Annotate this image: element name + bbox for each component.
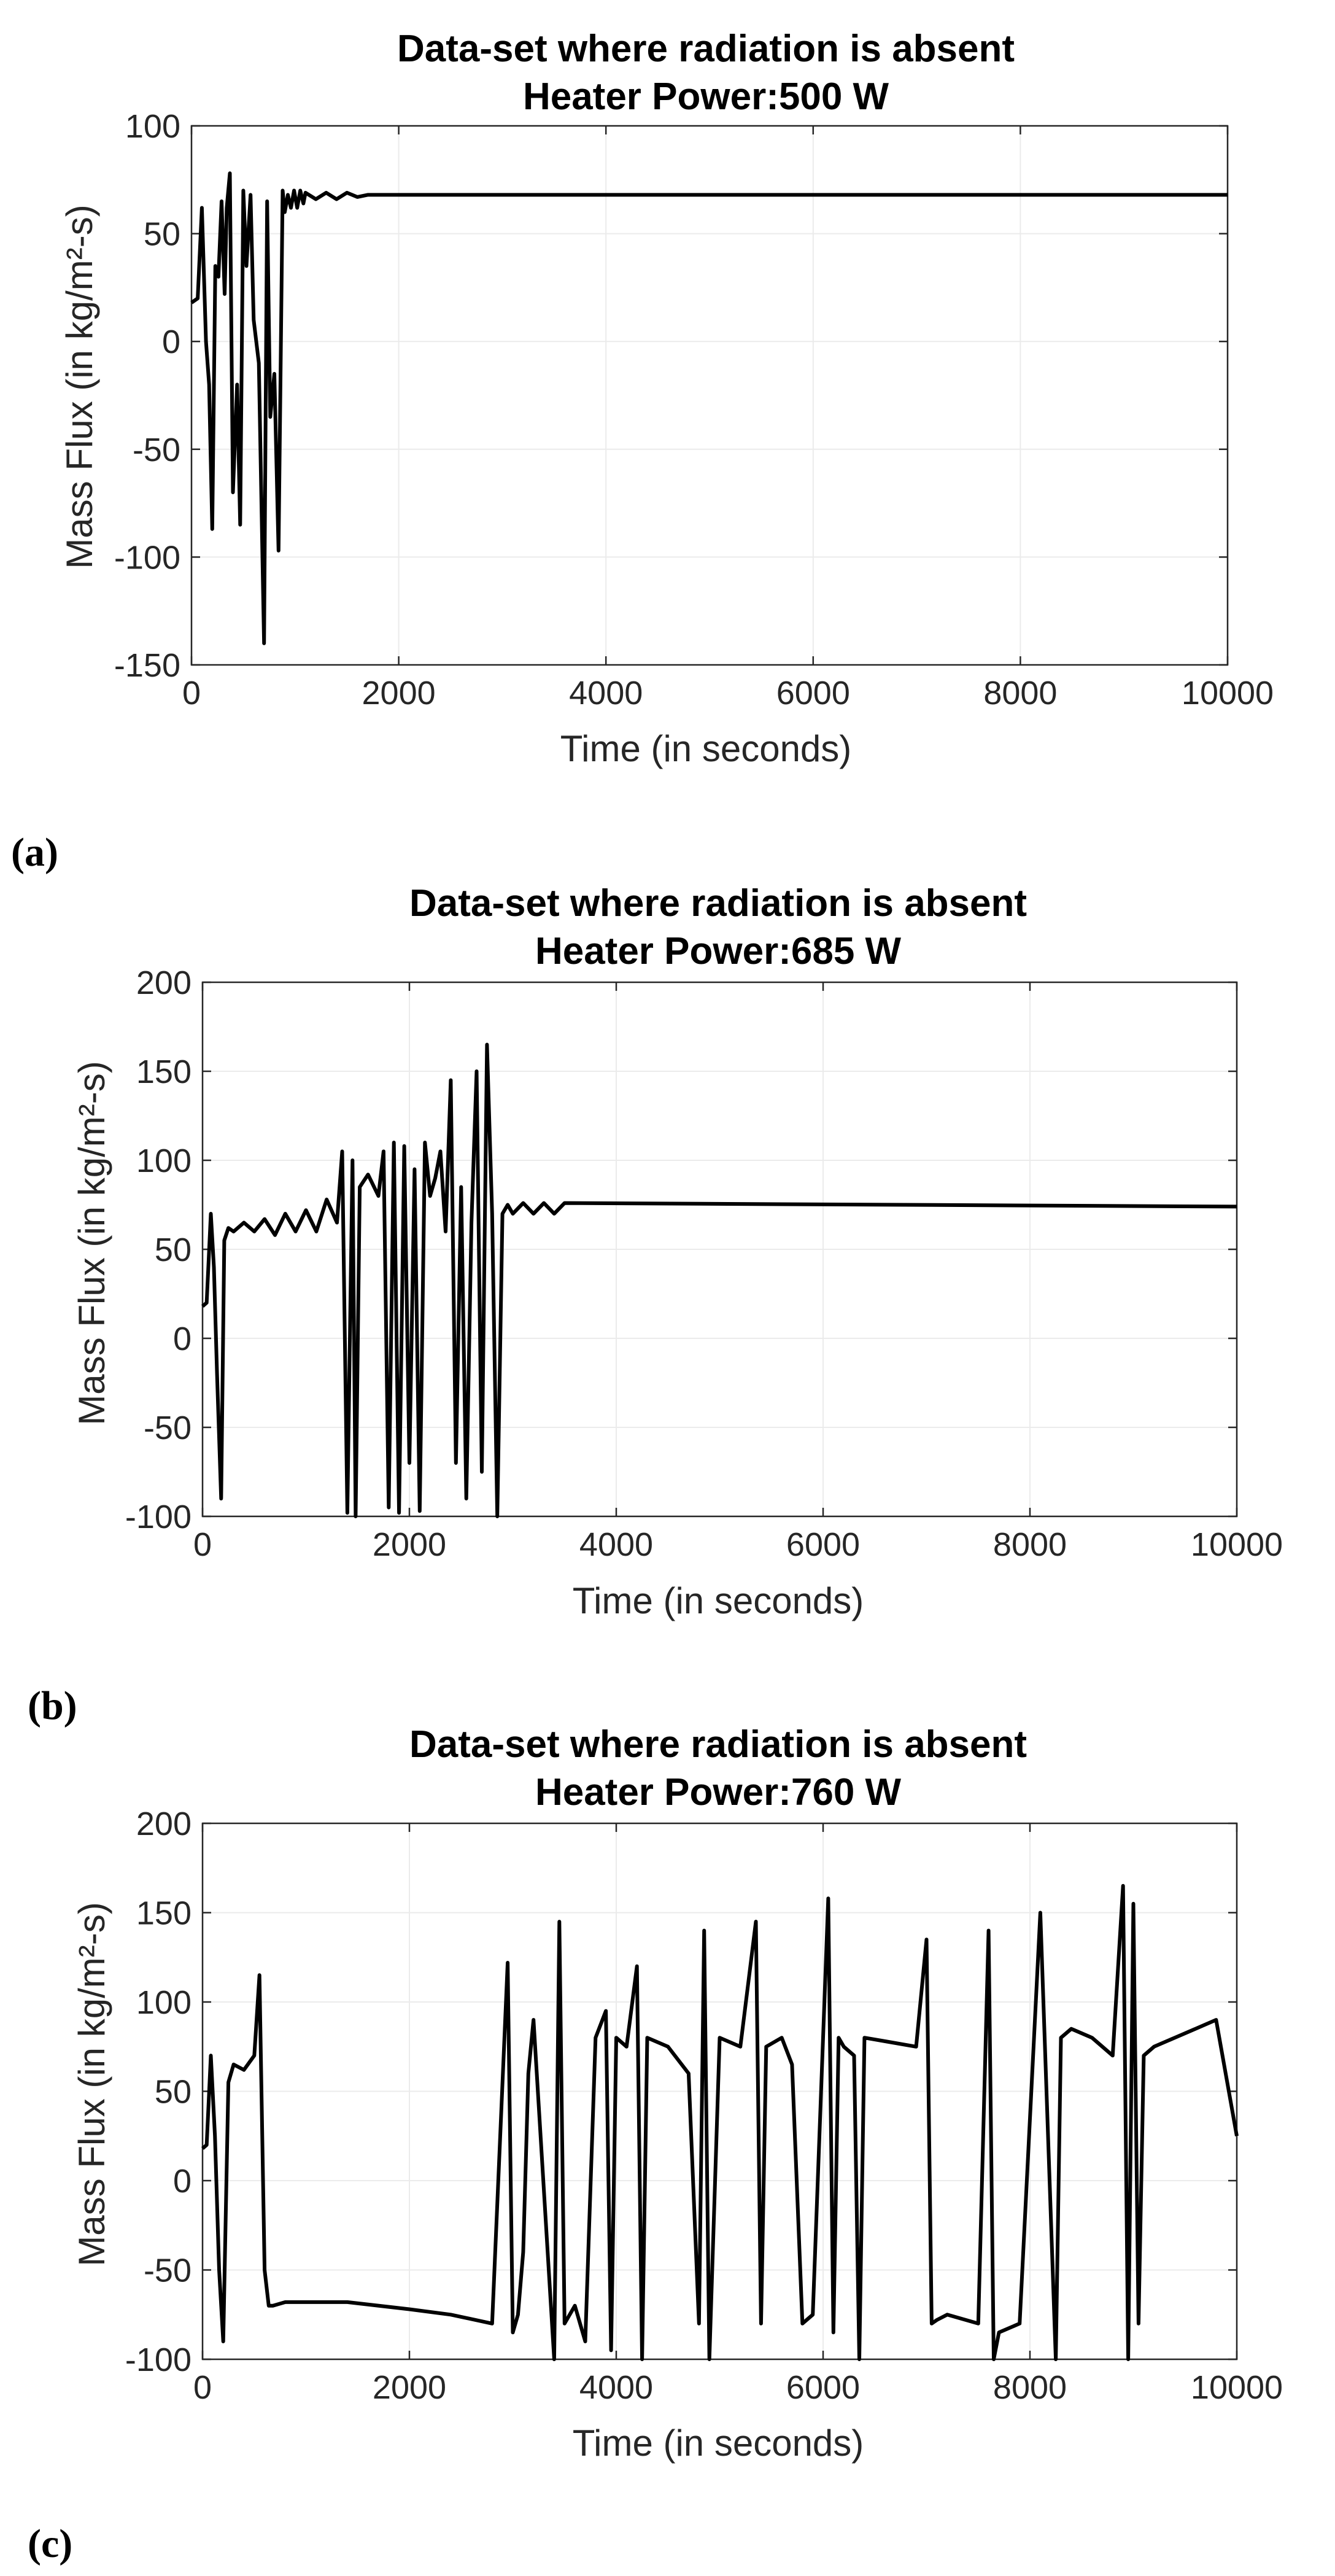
plot-area (190, 125, 1229, 666)
y-tick-label: -100 (125, 2341, 192, 2378)
chart-panel-c: Data-set where radiation is absent Heate… (28, 1723, 1283, 2566)
chart-panel-b: Data-set where radiation is absent Heate… (28, 882, 1283, 1728)
x-tick-label: 4000 (579, 2369, 653, 2406)
x-tick-label: 10000 (1191, 2369, 1283, 2406)
x-tick-label: 8000 (993, 2369, 1067, 2406)
y-tick-label: 100 (136, 1143, 192, 1179)
y-tick-label: 200 (136, 1806, 192, 1842)
chart-title-line1: Data-set where radiation is absent (397, 28, 1015, 70)
y-tick-label: 50 (155, 2074, 192, 2111)
mass-flux-line (190, 171, 1228, 645)
x-tick-label: 8000 (983, 675, 1057, 712)
y-tick-label: -50 (144, 2252, 192, 2289)
y-axis-label: Mass Flux (in kg/m²-s) (71, 1061, 112, 1425)
y-tick-label: 200 (136, 964, 192, 1001)
chart-title-line1: Data-set where radiation is absent (409, 1723, 1027, 1766)
y-tick-label: -150 (114, 647, 180, 684)
y-tick-label: 150 (136, 1053, 192, 1090)
x-axis-label: Time (in seconds) (573, 1580, 864, 1621)
x-tick-label: 6000 (786, 2369, 860, 2406)
y-tick-label: 0 (173, 1321, 192, 1357)
x-tick-label: 4000 (569, 675, 643, 712)
chart-panel-a: Data-set where radiation is absent Heate… (11, 28, 1274, 875)
x-tick-label: 6000 (776, 675, 850, 712)
chart-title-line2: Heater Power:685 W (535, 930, 902, 972)
x-axis-label: Time (in seconds) (560, 728, 852, 769)
y-tick-label: 150 (136, 1895, 192, 1932)
y-tick-label: 100 (125, 108, 180, 145)
chart-title-line2: Heater Power:760 W (535, 1771, 902, 1814)
x-tick-label: 0 (193, 2369, 212, 2406)
mass-flux-line (201, 1042, 1237, 1518)
x-tick-label: 2000 (362, 675, 436, 712)
chart-title-line1: Data-set where radiation is absent (409, 882, 1027, 925)
x-axis-label: Time (in seconds) (573, 2423, 864, 2464)
y-tick-label: -100 (125, 1499, 192, 1535)
panel-label: (b) (28, 1683, 77, 1728)
x-tick-label: 2000 (373, 1526, 446, 1563)
x-tick-label: 8000 (993, 1526, 1067, 1563)
mass-flux-line (201, 1884, 1239, 2361)
y-tick-label: -100 (114, 539, 180, 576)
chart-title-line2: Heater Power:500 W (523, 76, 889, 118)
x-tick-label: 0 (193, 1526, 212, 1563)
x-tick-label: 2000 (373, 2369, 446, 2406)
panel-label: (a) (11, 830, 58, 875)
y-tick-label: 100 (136, 1984, 192, 2021)
x-tick-label: 10000 (1191, 1526, 1283, 1563)
x-tick-label: 6000 (786, 1526, 860, 1563)
x-tick-label: 0 (182, 675, 201, 712)
y-tick-label: -50 (133, 432, 180, 468)
x-tick-label: 10000 (1182, 675, 1274, 712)
panel-label: (c) (28, 2521, 72, 2566)
y-tick-label: 50 (144, 216, 180, 253)
y-axis-label: Mass Flux (in kg/m²-s) (59, 204, 100, 568)
y-tick-label: 0 (173, 2163, 192, 2200)
y-tick-label: 50 (155, 1232, 192, 1268)
y-axis-label: Mass Flux (in kg/m²-s) (71, 1902, 112, 2266)
y-tick-label: 0 (162, 324, 180, 360)
y-tick-label: -50 (144, 1410, 192, 1446)
x-tick-label: 4000 (579, 1526, 653, 1563)
